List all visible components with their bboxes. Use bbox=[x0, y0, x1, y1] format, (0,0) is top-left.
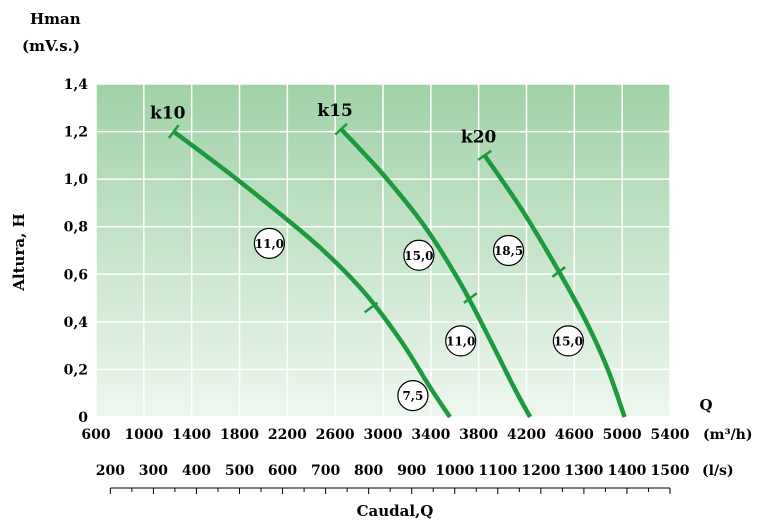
curve-label-k10: k10 bbox=[150, 104, 186, 124]
x-axis2-unit: (l/s) bbox=[702, 463, 734, 479]
x2-tick-label: 1000 bbox=[435, 463, 474, 479]
x-axis-unit: (m³/h) bbox=[703, 427, 753, 443]
curve-label-k20: k20 bbox=[461, 127, 497, 147]
x-tick-label: 1400 bbox=[172, 427, 211, 443]
x-tick-label: 5000 bbox=[603, 427, 642, 443]
power-label: 18,5 bbox=[494, 244, 523, 258]
x2-tick-label: 1300 bbox=[564, 463, 603, 479]
x-tick-label: 5400 bbox=[651, 427, 690, 443]
x-tick-label: 2600 bbox=[316, 427, 355, 443]
y-axis-side-label: Altura, H bbox=[10, 213, 28, 291]
x-tick-label: 1800 bbox=[220, 427, 259, 443]
x-tick-label: 1000 bbox=[124, 427, 163, 443]
grid bbox=[95, 83, 671, 418]
y-axis-ticks: 0 0,2 0,4 0,6 0,8 1,0 1,2 1,4 bbox=[64, 77, 89, 426]
x-axis-label: Q bbox=[699, 396, 712, 414]
y-tick-label: 1,4 bbox=[64, 77, 89, 93]
y-tick-label: 0,8 bbox=[64, 220, 88, 236]
y-tick-label: 0,2 bbox=[64, 362, 88, 378]
y-axis-title-line2: (mV.s.) bbox=[22, 37, 80, 55]
curve-label-k15: k15 bbox=[317, 101, 352, 121]
power-badge bbox=[492, 234, 525, 267]
x2-tick-label: 1200 bbox=[521, 463, 560, 479]
x-tick-label: 4200 bbox=[507, 427, 546, 443]
x2-tick-label: 600 bbox=[268, 463, 297, 479]
curve-k20 bbox=[482, 154, 627, 418]
power-label: 11,0 bbox=[446, 334, 475, 348]
x2-tick-label: 1500 bbox=[651, 463, 690, 479]
x-tick-label: 2200 bbox=[268, 427, 307, 443]
y-tick-label: 0,4 bbox=[64, 315, 89, 331]
curve-start-tick bbox=[334, 122, 348, 136]
power-badge bbox=[253, 227, 285, 259]
x-tick-label: 3000 bbox=[364, 427, 403, 443]
x-tick-label: 4600 bbox=[555, 427, 594, 443]
power-label: 7,5 bbox=[402, 389, 423, 403]
power-badge bbox=[552, 325, 584, 357]
y-tick-label: 1,2 bbox=[64, 125, 88, 141]
x2-tick-label: 700 bbox=[311, 463, 340, 479]
x2-tick-label: 500 bbox=[225, 463, 254, 479]
x-tick-label: 3400 bbox=[411, 427, 450, 443]
power-label: 15,0 bbox=[554, 334, 583, 348]
curve-segment-tick bbox=[551, 266, 566, 278]
x2-tick-label: 300 bbox=[139, 463, 168, 479]
power-label: 11,0 bbox=[255, 237, 284, 251]
y-tick-label: 0 bbox=[78, 410, 88, 426]
curve-segment-tick bbox=[363, 301, 379, 314]
y-tick-label: 0,6 bbox=[64, 267, 88, 283]
curve-segment-tick bbox=[463, 292, 478, 304]
x2-tick-label: 1100 bbox=[478, 463, 517, 479]
curve-start-tick bbox=[167, 124, 180, 139]
power-badge bbox=[397, 379, 429, 412]
y-axis-title-line1: Hman bbox=[30, 10, 81, 28]
power-badge bbox=[403, 239, 435, 271]
x2-tick-label: 200 bbox=[96, 463, 125, 479]
x2-tick-label: 400 bbox=[182, 463, 211, 479]
power-badge bbox=[445, 325, 477, 357]
x-axis-title: Caudal,Q bbox=[357, 502, 434, 520]
curve-k15 bbox=[339, 127, 533, 419]
x2-tick-label: 900 bbox=[397, 463, 426, 479]
x2-tick-label: 1400 bbox=[607, 463, 646, 479]
x-tick-label: 3800 bbox=[459, 427, 498, 443]
power-label: 15,0 bbox=[404, 249, 433, 263]
curves: k10 11,0 7,5 k15 15,0 11,0 k20 18,5 15,0 bbox=[150, 101, 627, 419]
x-axis-secondary: 200 300 400 500 600 700 800 900 1000 1100 1200 1300… bbox=[96, 463, 690, 494]
x2-tick-label: 800 bbox=[354, 463, 383, 479]
curve-k10 bbox=[172, 129, 452, 419]
y-tick-label: 1,0 bbox=[64, 172, 89, 188]
x-axis-ticks: 600 1000 1400 1800 2200 2600 3000 3400 3800 4200 4… bbox=[81, 427, 689, 443]
curve-start-tick bbox=[477, 149, 492, 161]
x-tick-label: 600 bbox=[81, 427, 110, 443]
